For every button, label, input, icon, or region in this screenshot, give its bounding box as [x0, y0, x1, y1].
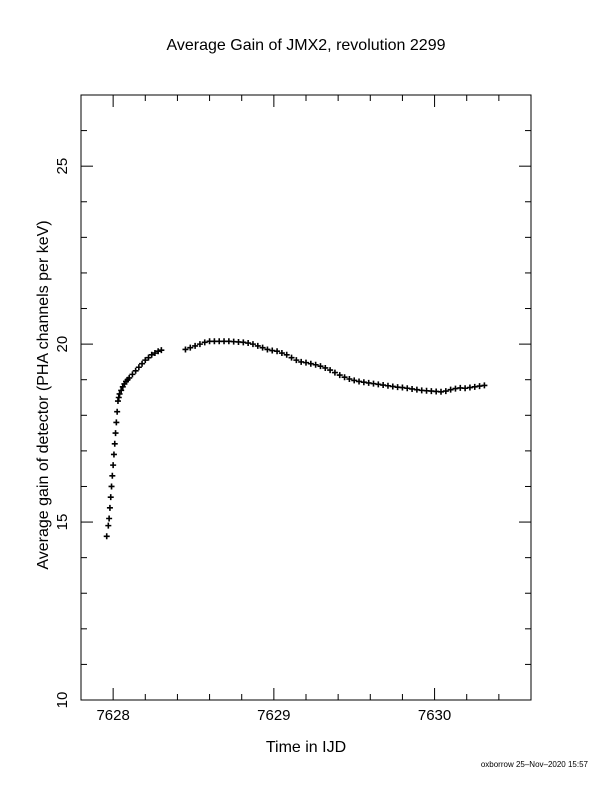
data-point: [108, 483, 115, 490]
data-point: [158, 347, 165, 354]
data-point: [139, 360, 146, 367]
x-tick-label: 7628: [96, 707, 129, 724]
data-point: [336, 372, 343, 379]
x-tick-label: 7629: [257, 707, 290, 724]
data-point: [110, 451, 117, 458]
x-tick-label: 7630: [418, 707, 451, 724]
data-point: [142, 357, 149, 364]
data-point: [112, 430, 119, 437]
data-point: [312, 361, 319, 368]
data-point: [264, 346, 271, 353]
data-point: [481, 382, 488, 389]
data-point: [327, 367, 334, 374]
data-point: [187, 344, 194, 351]
plot-frame: [80, 94, 532, 701]
data-point: [145, 354, 152, 361]
data-point: [447, 386, 454, 393]
data-point: [283, 351, 290, 358]
data-point: [182, 346, 189, 353]
data-point: [192, 342, 199, 349]
y-tick-label: 20: [54, 336, 71, 353]
data-point: [288, 354, 295, 361]
y-axis-label-text: Average gain of detector (PHA channels p…: [35, 220, 52, 570]
data-point: [148, 351, 155, 358]
data-point: [322, 364, 329, 371]
data-point: [155, 348, 162, 355]
data-point: [110, 462, 117, 469]
data-point: [113, 419, 120, 426]
data-point: [106, 515, 113, 522]
data-point: [129, 371, 136, 378]
data-point: [106, 504, 113, 511]
data-point: [116, 390, 123, 397]
data-point: [245, 340, 252, 347]
y-tick-label: 10: [54, 692, 71, 709]
data-point: [115, 394, 122, 401]
x-axis-label: Time in IJD: [265, 739, 347, 756]
data-point: [135, 364, 142, 371]
data-point: [351, 377, 358, 384]
data-point: [118, 387, 125, 394]
data-point: [201, 339, 208, 346]
data-point: [105, 522, 112, 529]
data-point: [109, 472, 116, 479]
footer-credit: oxborrow 25–Nov–2020 15:57: [480, 760, 588, 769]
data-point: [341, 374, 348, 381]
data-point: [111, 440, 118, 447]
data-point: [293, 357, 300, 364]
data-point: [126, 374, 133, 381]
data-point: [259, 344, 266, 351]
data-point: [274, 348, 281, 355]
data-point: [278, 350, 285, 357]
data-point: [114, 408, 121, 415]
data-point: [317, 363, 324, 370]
data-point: [442, 388, 449, 395]
chart-title: Average Gain of JMX2, revolution 2299: [166, 37, 446, 54]
y-tick-label: 15: [54, 514, 71, 531]
data-point: [103, 533, 110, 540]
y-tick-label: 25: [54, 158, 71, 175]
data-point: [114, 398, 121, 405]
data-point: [307, 360, 314, 367]
data-point: [196, 341, 203, 348]
data-point: [132, 367, 139, 374]
data-point: [151, 350, 158, 357]
data-point: [254, 342, 261, 349]
data-point: [107, 494, 114, 501]
data-point: [249, 341, 256, 348]
data-point: [346, 375, 353, 382]
data-point: [303, 359, 309, 366]
data-point: [331, 369, 338, 376]
